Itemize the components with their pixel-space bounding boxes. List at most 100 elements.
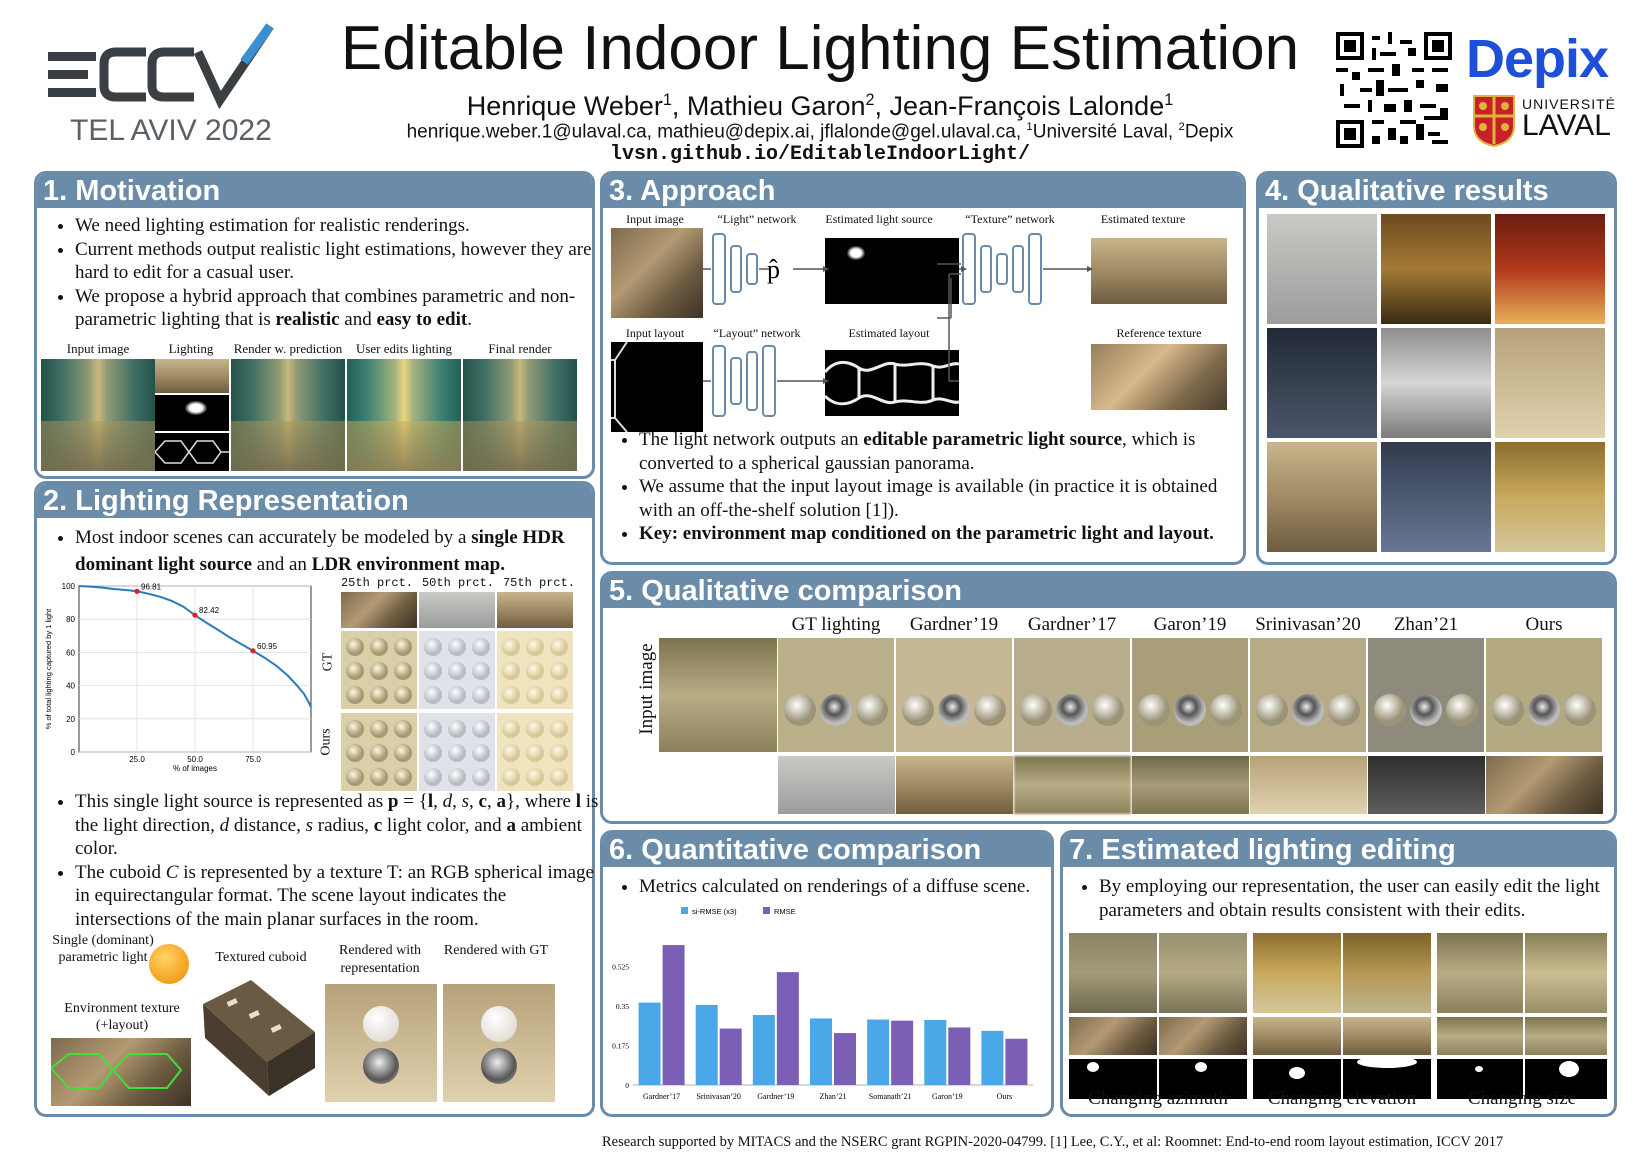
estimated-layout-map [825,350,959,416]
edit-render [1525,933,1607,1013]
label: “Layout” network [713,326,801,340]
p-hat-label: p̂ [767,255,780,284]
label: Estimated light source [825,212,933,226]
bullet: By employing our representation, the use… [1099,875,1634,922]
y-tick-label: 0 [71,748,76,757]
project-url[interactable]: lvsn.github.io/EditableIndoorLight/ [609,143,1031,166]
render-with-gt [443,984,555,1102]
approach-input-image [611,228,703,318]
prct-label: 75th prct. [502,576,575,590]
result-image [1267,328,1377,438]
bullet: Most indoor scenes can accurately be mod… [75,524,605,578]
comparison-headers: GT lighting Gardner’19 Gardner’17 Garon’… [777,614,1605,636]
bullet: We need lighting estimation for realisti… [75,214,595,238]
column-header: Gardner’19 [909,614,999,635]
diffuse-sphere [1446,694,1478,726]
panorama-25 [341,592,417,628]
estimated-light-map [825,238,959,304]
panorama-75 [497,592,573,628]
panorama-srinivasan20 [1250,756,1367,814]
bar [948,1027,971,1085]
comparison-renders [778,638,1602,752]
series-line [78,585,312,708]
bar [981,1030,1004,1085]
laval-shield-icon [1473,95,1515,148]
mirror-sphere [1174,694,1206,726]
x-tick-label: Srinivasan’20 [696,1092,740,1101]
panorama-50 [419,592,495,628]
column-header: Srinivasan’20 [1255,614,1361,635]
legend-swatch [763,907,770,914]
sphere-grid-renders [341,631,573,791]
label-rendered-gt: Rendered with GT [443,943,549,958]
x-tick-label: 50.0 [187,755,203,764]
comparison-input-image [659,638,777,752]
diffuse-sphere [856,694,888,726]
lighting-layout-map [155,433,229,471]
diffuse-sphere [1138,694,1170,726]
data-label: 60.95 [257,642,278,651]
diffuse-sphere [784,694,816,726]
x-tick-label: Garon’19 [932,1092,963,1101]
legend-label: si-RMSE (x3) [692,907,737,916]
panorama-zhan21 [1368,756,1485,814]
row-label-input: Input image [636,643,657,735]
label: “Texture” network [965,212,1055,226]
x-tick-label: Gardner’19 [757,1092,794,1101]
x-tick-label: 75.0 [245,755,261,764]
result-image [1267,214,1377,324]
result-image [1495,442,1605,552]
author-emails: henrique.weber.1@ulaval.ca, mathieu@depi… [406,121,1234,143]
data-label: 96.81 [141,582,162,591]
label: “Light” network [717,212,797,226]
diffuse-sphere [902,694,934,726]
panel-comparison: 5. Qualitative comparison Input image GT… [600,571,1617,824]
lighting-panorama [155,359,229,393]
caption: Lighting [168,341,214,356]
edit-caption: Changing azimuth [1088,1088,1228,1109]
mirror-sphere [1410,694,1442,726]
edit-panorama [1159,1017,1247,1055]
iccv-logo: TEL AVIV 2022 [48,23,274,147]
final-render [463,359,577,471]
y-tick-label: 40 [66,682,75,691]
column-header: Gardner’17 [1027,614,1117,635]
qr-code[interactable] [1336,32,1452,148]
input-layout-map [611,342,703,432]
panel-approach: 3. Approach Input image “Light” network … [600,171,1246,565]
y-tick-label: 0.175 [612,1042,629,1051]
bullet: We assume that the input layout image is… [639,475,1244,522]
bullet: The light network outputs an editable pa… [639,428,1244,475]
column-header: Zhan’21 [1393,614,1459,635]
result-image [1381,442,1491,552]
prct-label: 25th prct. [340,576,413,590]
y-tick-label: 80 [66,615,75,624]
panel-motivation: 1. Motivation We need lighting estimatio… [34,171,595,479]
footer-note: Research supported by MITACS and the NSE… [602,1134,1504,1150]
legend-swatch [681,907,688,914]
panel-title: 6. Quantitative comparison [603,833,1051,867]
textured-cuboid-image [203,980,315,1096]
panel-representation: 2. Lighting Representation Most indoor s… [34,481,598,1117]
y-tick-label: 0.525 [612,963,629,972]
caption: Render w. prediction [233,341,343,356]
panel-title: 4. Qualitative results [1259,174,1614,208]
diffuse-sphere [1256,694,1288,726]
bar [662,945,685,1085]
x-tick-label: Zhan’21 [819,1092,846,1101]
panorama-gardner19 [896,756,1013,814]
edit-caption: Changing size [1467,1088,1577,1109]
author-2: Mathieu Garon [686,91,866,121]
edit-panorama [1525,1017,1607,1055]
x-tick-label: 25.0 [129,755,145,764]
edit-render [1253,933,1341,1013]
label: Reference texture [1116,326,1202,340]
y-axis-label: % of total lighting captured by 1 light [44,608,53,729]
label: Estimated layout [848,326,930,340]
result-image [1381,328,1491,438]
panel-title: 2. Lighting Representation [37,484,592,518]
network-diagram: p̂ [703,233,1093,417]
author-1: Henrique Weber [466,91,663,121]
env-texture-image [51,1038,191,1106]
x-tick-label: Somanath’21 [869,1092,912,1101]
